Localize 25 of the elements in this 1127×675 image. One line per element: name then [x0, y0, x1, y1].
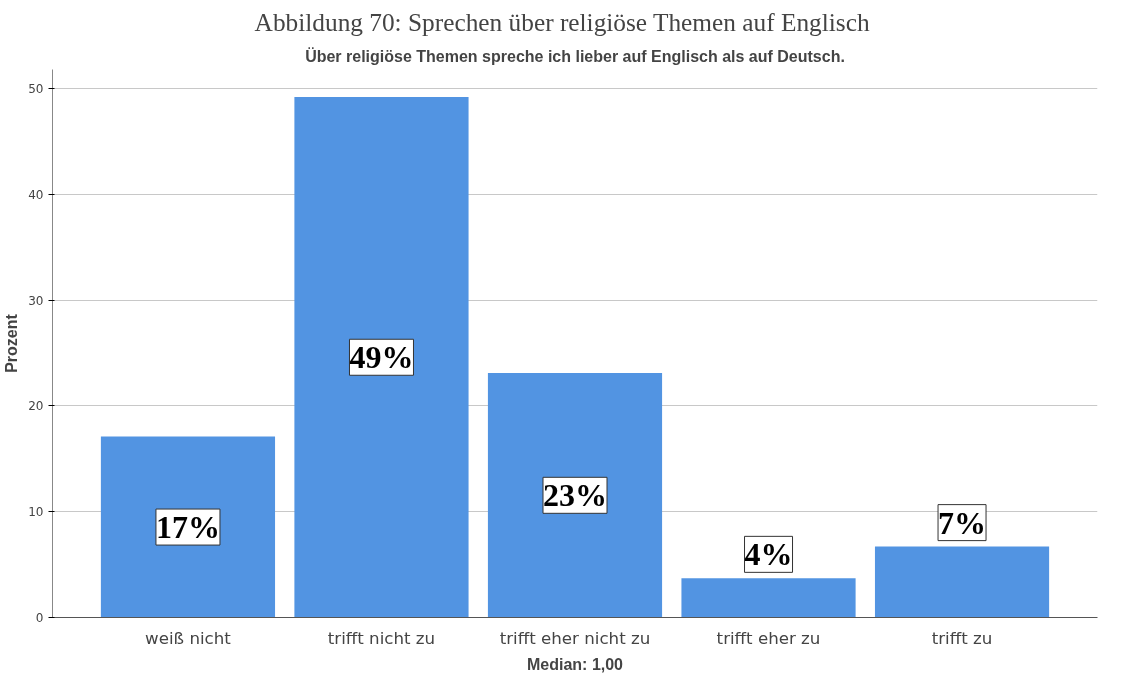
- y-tick-label: 40: [28, 187, 44, 202]
- bar: [294, 97, 469, 618]
- y-tick-label: 20: [28, 399, 44, 414]
- x-tick-label: trifft nicht zu: [327, 628, 436, 648]
- x-tick-label: trifft eher zu: [716, 628, 821, 648]
- bar: [681, 578, 856, 618]
- data-label: 23%: [543, 477, 607, 514]
- bar: [487, 373, 663, 618]
- data-label: 7%: [938, 504, 987, 541]
- bar: [100, 436, 276, 618]
- data-label: 49%: [349, 339, 414, 376]
- data-label: 17%: [155, 509, 220, 546]
- y-tick-label: 10: [28, 505, 44, 520]
- bar: [874, 546, 1050, 618]
- y-tick-label: 0: [35, 611, 44, 625]
- x-tick-label: trifft zu: [931, 628, 993, 648]
- x-tick-label: trifft eher nicht zu: [499, 628, 651, 648]
- y-axis-title: Prozent: [3, 313, 21, 373]
- x-tick-label: weiß nicht: [145, 628, 232, 648]
- chart-title: Abbildung 70: Sprechen über religiöse Themen auf Englisch: [254, 7, 870, 36]
- y-tick-label: 30: [28, 293, 44, 308]
- chart-subtitle: Über religiöse Themen spreche ich lieber auf Englisch als auf Deutsch.: [305, 46, 845, 65]
- data-label: 4%: [744, 536, 793, 573]
- y-tick-label: 50: [28, 82, 44, 97]
- x-axis-title: Median: 1,00: [526, 655, 624, 673]
